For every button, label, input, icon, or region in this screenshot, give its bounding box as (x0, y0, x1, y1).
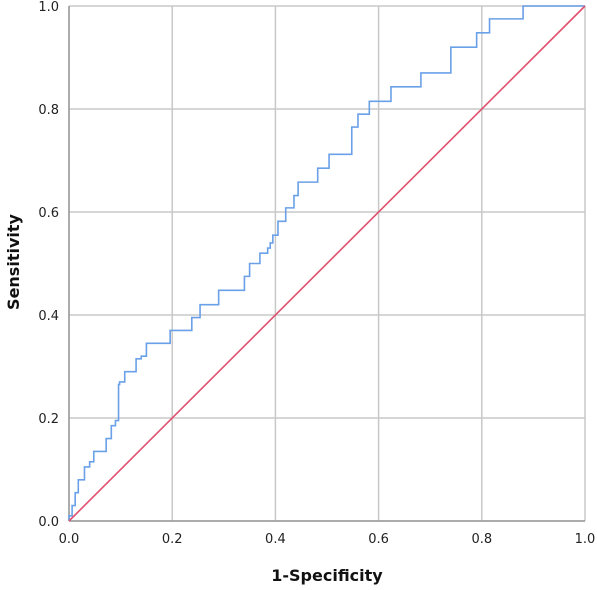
reference-diagonal-line (68, 5, 586, 522)
x-tick-label: 0.4 (265, 532, 286, 547)
y-axis-title: Sensitivity (4, 213, 23, 309)
x-tick-label: 0.8 (471, 532, 492, 547)
y-tick-label: 1.0 (38, 0, 59, 15)
y-tick-labels: 0.0 0.2 0.4 0.6 0.8 1.0 (38, 0, 59, 530)
y-tick-label: 0.4 (38, 309, 59, 324)
x-axis-title: 1-Specificity (271, 566, 383, 585)
y-tick-label: 0.6 (38, 206, 59, 221)
grid (68, 5, 586, 522)
x-tick-label: 0.6 (368, 532, 389, 547)
y-tick-label: 0.0 (38, 515, 59, 530)
x-tick-label: 1.0 (575, 532, 596, 547)
axes (68, 6, 585, 522)
x-tick-label: 0.2 (162, 532, 183, 547)
x-tick-labels: 0.0 0.2 0.4 0.6 0.8 1.0 (59, 532, 596, 547)
series-group (68, 5, 586, 522)
roc-curve-line (68, 5, 585, 521)
y-tick-label: 0.2 (38, 412, 59, 427)
x-tick-label: 0.0 (59, 532, 80, 547)
y-tick-label: 0.8 (38, 103, 59, 118)
